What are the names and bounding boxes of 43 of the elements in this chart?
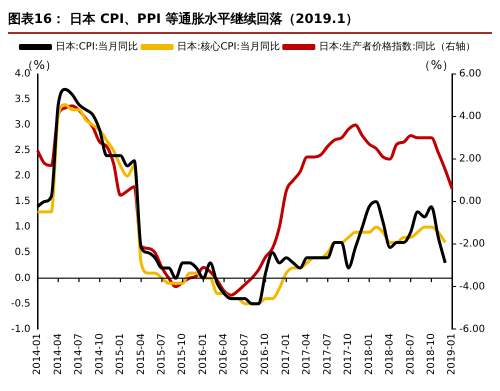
x-tick-label: 2016-04 — [218, 333, 230, 376]
x-tick-label: 2014-10 — [94, 333, 106, 376]
y2-tick-label: 4.00 — [459, 111, 482, 122]
y-tick-label: -1.0 — [10, 324, 31, 335]
y-tick-label: 1.0 — [14, 222, 31, 233]
y2-tick-label: -2.00 — [459, 238, 485, 250]
x-tick-label: 2018-07 — [405, 333, 416, 376]
x-tick-label: 2018-04 — [384, 333, 396, 376]
y-tick-label: 0.0 — [14, 272, 31, 284]
y2-tick-label: -4.00 — [459, 281, 485, 292]
x-tick-label: 2014-01 — [32, 333, 44, 376]
x-tick-label: 2015-01 — [115, 333, 126, 376]
x-tick-label: 2014-04 — [52, 333, 64, 376]
legend-label: 日本:CPI:当月同比 — [55, 40, 138, 53]
x-tick-label: 2017-07 — [322, 333, 334, 376]
y2-tick-label: 2.00 — [459, 154, 482, 165]
x-tick-label: 2014-07 — [74, 333, 85, 376]
y2-tick-label: 6.00 — [459, 68, 482, 80]
y-tick-label: -0.5 — [10, 298, 31, 310]
y-tick-label: 0.5 — [14, 247, 31, 258]
x-tick-label: 2016-01 — [198, 333, 209, 376]
x-tick-label: 2015-07 — [156, 333, 168, 376]
y2-axis-title: （%） — [418, 58, 454, 72]
legend-label: 日本:生产者价格指数:同比（右轴） — [318, 40, 476, 53]
x-tick-label: 2016-10 — [260, 333, 272, 376]
y-tick-label: 1.5 — [14, 196, 31, 208]
x-tick-label: 2018-01 — [364, 333, 375, 376]
x-tick-label: 2015-10 — [177, 333, 188, 376]
x-tick-label: 2019-01 — [446, 333, 458, 376]
x-tick-label: 2017-01 — [280, 333, 292, 376]
x-tick-label: 2017-10 — [343, 333, 354, 376]
y-tick-label: 3.5 — [14, 94, 31, 106]
x-tick-label: 2015-04 — [136, 333, 147, 376]
x-tick-label: 2018-10 — [426, 333, 437, 376]
legend-label: 日本:核心CPI:当月同比 — [177, 40, 280, 53]
x-tick-label: 2017-04 — [302, 333, 313, 376]
y2-tick-label: 0.00 — [459, 196, 482, 208]
y-tick-label: 2.5 — [14, 145, 31, 156]
x-tick-label: 2016-07 — [239, 333, 250, 376]
chart-title: 图表16： 日本 CPI、PPI 等通胀水平继续回落（2019.1） — [8, 8, 492, 34]
y-tick-label: 3.0 — [14, 120, 31, 131]
y-tick-label: 2.0 — [14, 170, 31, 182]
y2-tick-label: -6.00 — [459, 324, 485, 335]
